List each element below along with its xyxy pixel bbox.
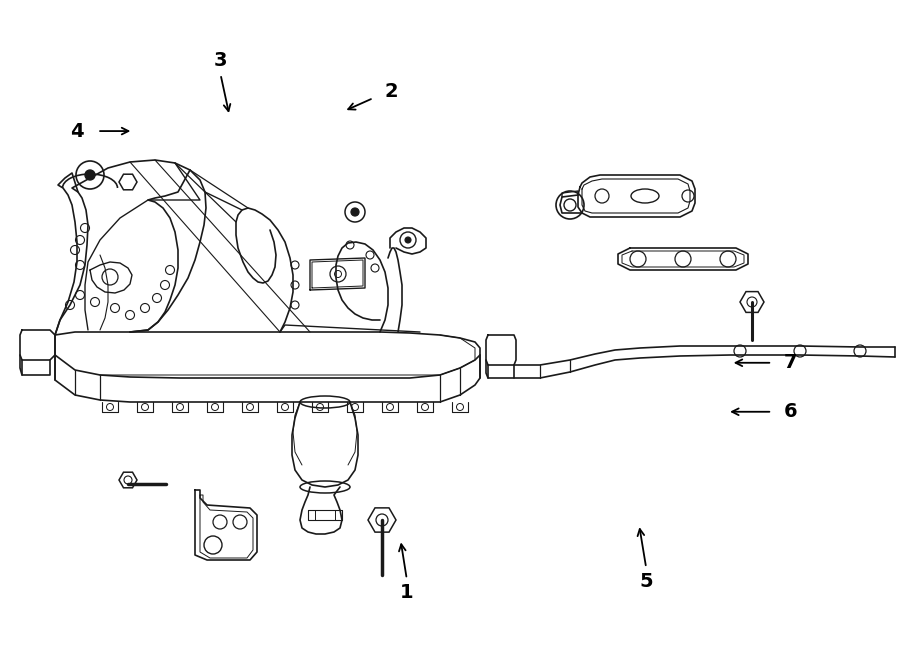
Text: 4: 4 (69, 122, 84, 140)
Text: 3: 3 (214, 52, 227, 70)
Text: 6: 6 (783, 402, 797, 421)
Circle shape (85, 170, 95, 180)
Text: 5: 5 (639, 572, 653, 591)
Text: 1: 1 (400, 583, 414, 602)
Circle shape (405, 237, 411, 243)
Text: 7: 7 (783, 354, 797, 372)
Circle shape (351, 208, 359, 216)
Text: 2: 2 (384, 82, 399, 101)
